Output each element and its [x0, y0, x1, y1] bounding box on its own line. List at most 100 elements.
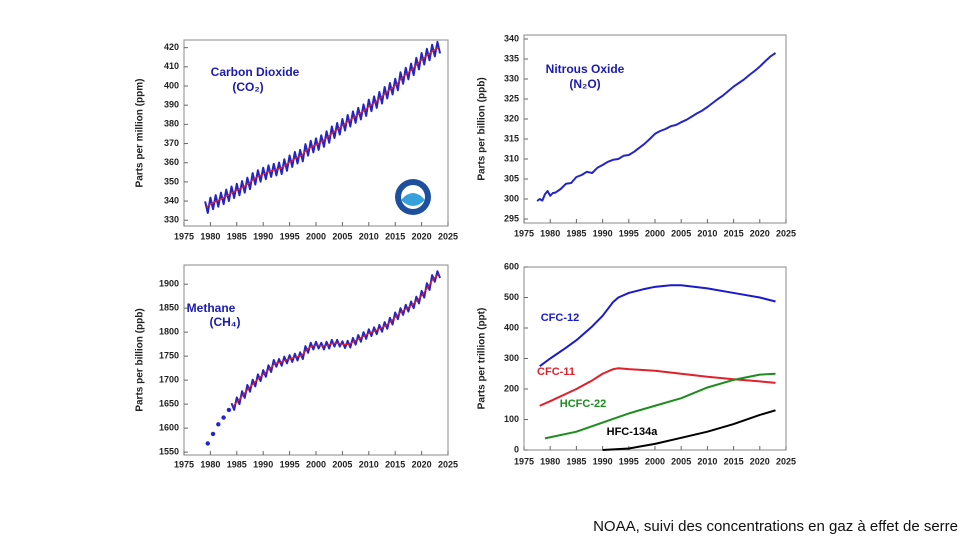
- x-tick-label: 2025: [438, 459, 458, 469]
- x-tick-label: 1975: [174, 459, 194, 469]
- y-axis-label: Parts per billion (ppb): [477, 77, 488, 180]
- chart-panel: 1550 1600 1650 1700 1750 1800 1850 1900 1975 1980…: [135, 264, 458, 469]
- data-line: [539, 367, 776, 407]
- data-point: [216, 422, 221, 427]
- y-tick-label: 0: [514, 444, 519, 454]
- x-tick-label: 2025: [438, 231, 458, 241]
- y-axis-label: Parts per trillion (ppt): [477, 308, 488, 410]
- x-tick-label: 1985: [566, 456, 586, 466]
- data-line: [602, 409, 776, 451]
- data-point: [221, 415, 226, 420]
- x-tick-label: 2020: [750, 228, 770, 238]
- data-point: [210, 431, 216, 437]
- x-tick-label: 2020: [412, 459, 432, 469]
- chart-panel: 295 300 305 310 315 320 325 330 335 340 1975 1980 19…: [477, 33, 796, 238]
- x-tick-label: 2000: [306, 231, 326, 241]
- series-label: CFC-11: [537, 366, 575, 378]
- chart-title: Methane: [187, 301, 236, 315]
- x-tick-label: 2015: [724, 228, 744, 238]
- chart-panel: 330 340 350 360 370 380 390 400 410 420 1975 1980 19…: [135, 39, 458, 241]
- y-tick-label: 500: [504, 292, 519, 302]
- x-tick-label: 1980: [200, 231, 220, 241]
- x-tick-label: 1995: [619, 456, 639, 466]
- x-tick-label: 1995: [619, 228, 639, 238]
- y-tick-label: 1850: [159, 303, 179, 313]
- x-tick-label: 1985: [566, 228, 586, 238]
- x-tick-label: 1980: [540, 228, 560, 238]
- y-tick-label: 305: [504, 173, 519, 183]
- x-tick-label: 1990: [593, 228, 613, 238]
- y-tick-label: 310: [504, 153, 519, 163]
- y-tick-label: 370: [164, 138, 179, 148]
- data-line: [539, 284, 776, 367]
- chart-subtitle: (N₂O): [569, 77, 600, 91]
- x-tick-label: 1980: [540, 456, 560, 466]
- x-tick-label: 1990: [593, 456, 613, 466]
- x-tick-label: 1985: [227, 231, 247, 241]
- y-tick-label: 330: [164, 215, 179, 225]
- x-tick-label: 1975: [174, 231, 194, 241]
- y-tick-label: 300: [504, 193, 519, 203]
- y-axis-label: Parts per billion (ppb): [135, 308, 146, 411]
- chart-panel: 0 100 200 300 400 500 600 1975 1980 1985 1990 1995 2…: [477, 261, 796, 466]
- x-tick-label: 2025: [776, 456, 796, 466]
- logo-wave: [401, 193, 425, 206]
- x-tick-label: 1990: [253, 459, 273, 469]
- y-tick-label: 380: [164, 119, 179, 129]
- y-tick-label: 1700: [159, 375, 179, 385]
- y-tick-label: 600: [504, 261, 519, 271]
- y-tick-label: 330: [504, 73, 519, 83]
- data-line: [536, 52, 777, 202]
- y-tick-label: 420: [164, 42, 179, 52]
- y-tick-label: 400: [504, 322, 519, 332]
- x-tick-label: 2015: [385, 231, 405, 241]
- chart-subtitle: (CH₄): [209, 315, 240, 329]
- y-tick-label: 340: [504, 33, 519, 43]
- x-tick-label: 2010: [359, 231, 379, 241]
- noaa-logo: [395, 179, 431, 215]
- x-tick-label: 2000: [306, 459, 326, 469]
- x-tick-label: 2010: [697, 228, 717, 238]
- y-tick-label: 1800: [159, 327, 179, 337]
- y-tick-label: 295: [504, 213, 519, 223]
- x-tick-label: 1995: [280, 459, 300, 469]
- x-tick-label: 1985: [227, 459, 247, 469]
- x-tick-label: 2010: [697, 456, 717, 466]
- series-label: CFC-12: [541, 312, 580, 324]
- y-tick-label: 400: [164, 80, 179, 90]
- y-tick-label: 390: [164, 100, 179, 110]
- series-label: HCFC-22: [560, 398, 606, 410]
- y-tick-label: 1900: [159, 279, 179, 289]
- x-tick-label: 2000: [645, 456, 665, 466]
- y-tick-label: 410: [164, 61, 179, 71]
- data-point: [205, 441, 210, 446]
- series-label: HFC-134a: [607, 426, 659, 438]
- x-tick-label: 2025: [776, 228, 796, 238]
- y-tick-label: 350: [164, 176, 179, 186]
- y-tick-label: 1600: [159, 423, 179, 433]
- x-tick-label: 1975: [514, 456, 534, 466]
- y-tick-label: 320: [504, 113, 519, 123]
- y-tick-label: 100: [504, 414, 519, 424]
- y-tick-label: 360: [164, 157, 179, 167]
- x-tick-label: 2020: [412, 231, 432, 241]
- y-tick-label: 315: [504, 133, 519, 143]
- y-tick-label: 1550: [159, 446, 179, 456]
- chart-title: Carbon Dioxide: [211, 65, 300, 79]
- x-tick-label: 2005: [332, 231, 352, 241]
- data-point: [226, 407, 232, 413]
- y-tick-label: 200: [504, 383, 519, 393]
- x-tick-label: 2020: [750, 456, 770, 466]
- y-tick-label: 300: [504, 353, 519, 363]
- chart-title: Nitrous Oxide: [546, 62, 625, 76]
- y-tick-label: 325: [504, 93, 519, 103]
- caption: NOAA, suivi des concentrations en gaz à …: [593, 518, 958, 535]
- x-tick-label: 2005: [671, 456, 691, 466]
- x-tick-label: 2005: [671, 228, 691, 238]
- x-tick-label: 2015: [724, 456, 744, 466]
- y-axis-label: Parts per million (ppm): [135, 79, 146, 188]
- chart-subtitle: (CO₂): [232, 80, 263, 94]
- data-line: [544, 372, 776, 440]
- data-line: [206, 47, 440, 208]
